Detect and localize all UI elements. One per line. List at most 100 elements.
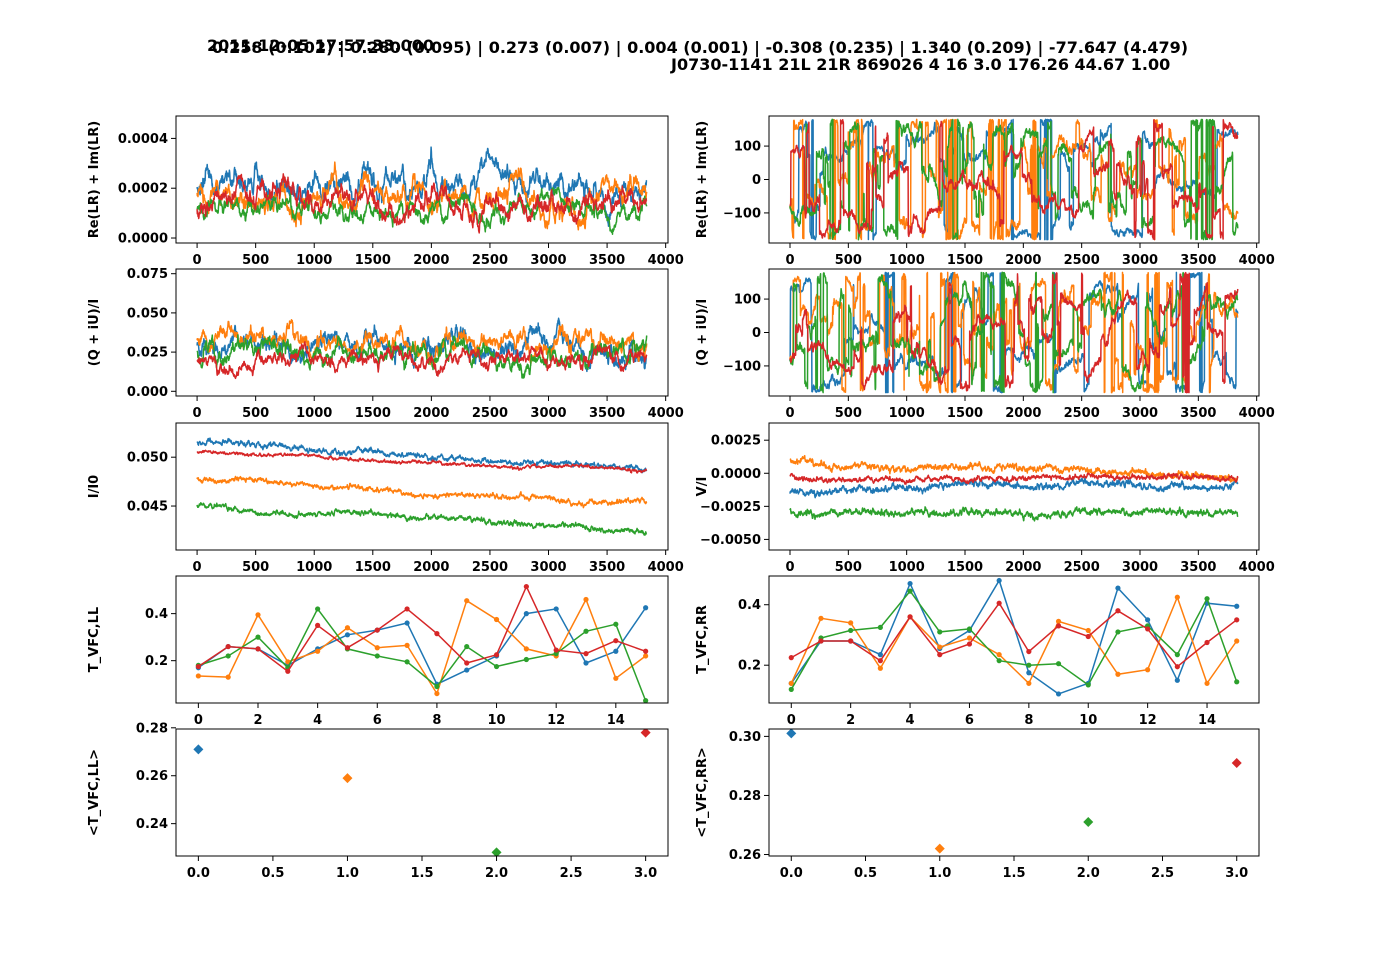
qu-phase-xtick-label: 0 (785, 406, 794, 421)
stokes-v-ytick-label: 0.0000 (711, 467, 761, 482)
stokes-v-xtick-label: 1500 (947, 560, 983, 575)
tvfc-ll-point (523, 583, 529, 590)
tvfc-ll-point (404, 606, 410, 612)
stokes-i-ytick-label: 0.050 (127, 451, 168, 466)
tvfc-ll-point (553, 647, 559, 653)
tvfc-rr-xtick-label: 4 (906, 713, 915, 728)
qu-phase-xtick-label: 1500 (947, 406, 983, 421)
lr-phase-panel: 0 500 1000 1500 2000 2500 3000 3500 4000 −100 0 100… (695, 115, 1275, 268)
stokes-i-xtick-label: 3000 (530, 560, 566, 575)
tvfc-rr-point (937, 644, 943, 650)
tvfc-ll-point (434, 690, 440, 697)
tvfc-rr-point (1174, 677, 1180, 683)
tvfc-ll-xtick-label: 14 (607, 713, 625, 728)
tvfc-rr-plot-area (788, 577, 1240, 697)
qu-amplitude-series-3 (196, 341, 648, 380)
tvfc-rr-point (1234, 603, 1240, 609)
mean-tvfc-rr-xtick-label: 3.0 (1225, 866, 1248, 881)
lr-phase-ytick-label: 0 (752, 173, 761, 188)
tvfc-rr-series-0 (790, 578, 1237, 695)
tvfc-ll-panel: 0 2 4 6 8 10 12 14 0.2 0.4 T_VFC,LL (87, 575, 669, 728)
tvfc-ll-series-1 (198, 597, 647, 696)
tvfc-ll-point (434, 631, 440, 637)
tvfc-rr-point (848, 638, 854, 644)
tvfc-ll-xtick-label: 2 (253, 713, 262, 728)
tvfc-ll-point (285, 668, 291, 674)
stokes-v-xtick-label: 3000 (1122, 560, 1158, 575)
tvfc-ll-point (195, 673, 201, 679)
tvfc-ll-xtick-label: 0 (194, 713, 203, 728)
tvfc-ll-point (374, 645, 380, 651)
lr-phase-xtick-label: 3500 (1180, 253, 1216, 268)
mean-tvfc-ll-xtick-label: 2.0 (485, 866, 508, 881)
tvfc-rr-xtick-label: 6 (965, 713, 974, 728)
mean-tvfc-rr-xtick-label: 0.5 (854, 866, 877, 881)
mean-tvfc-ll-plot-area (193, 729, 651, 856)
tvfc-rr-point (1204, 680, 1210, 686)
tvfc-rr-point (818, 638, 824, 644)
tvfc-ll-point (344, 645, 351, 651)
lr-phase-xtick-label: 3000 (1122, 253, 1158, 268)
lr-amplitude-ylabel: Re(LR) + Im(LR) (87, 121, 102, 239)
stokes-v-series-3 (789, 472, 1239, 485)
stokes-v-series-1 (789, 454, 1239, 483)
qu-amplitude-xtick-label: 4000 (648, 406, 684, 421)
tvfc-rr-point (996, 600, 1002, 606)
tvfc-rr-series-1 (790, 595, 1238, 685)
stokes-i-xtick-label: 0 (193, 560, 202, 575)
tvfc-ll-point (493, 663, 500, 670)
stokes-v-xtick-label: 2500 (1064, 560, 1100, 575)
stokes-v-xtick-label: 4000 (1239, 560, 1275, 575)
qu-phase-ytick-label: 100 (734, 293, 761, 308)
lr-phase-series-2 (789, 118, 1239, 241)
tvfc-rr-xtick-label: 0 (787, 713, 796, 728)
lr-phase-ytick-label: 100 (734, 140, 761, 155)
tvfc-rr-point (937, 652, 943, 658)
tvfc-rr-point (848, 620, 854, 626)
tvfc-ll-xtick-label: 6 (373, 713, 382, 728)
stokes-v-xtick-label: 0 (785, 560, 794, 575)
stokes-v-xtick-label: 3500 (1180, 560, 1216, 575)
mean-tvfc-ll-frame (175, 728, 669, 857)
tvfc-ll-point (285, 659, 291, 665)
tvfc-ll-point (613, 648, 619, 654)
tvfc-ll-point (553, 606, 559, 612)
tvfc-rr-point (1115, 671, 1121, 677)
tvfc-ll-point (613, 638, 619, 644)
mean-tvfc-ll-xtick-label: 0.5 (261, 866, 284, 881)
lr-amplitude-xtick-label: 3500 (589, 253, 625, 268)
qu-amplitude-ytick-label: 0.000 (127, 385, 168, 400)
mean-tvfc-rr-point-1 (934, 843, 945, 854)
lr-amplitude-ytick-label: 0.0004 (118, 132, 168, 147)
stokes-i-xtick-label: 4000 (648, 560, 684, 575)
tvfc-ll-point (225, 674, 231, 680)
qu-amplitude-xtick-label: 1000 (296, 406, 332, 421)
mean-tvfc-ll-xtick-label: 3.0 (634, 866, 657, 881)
qu-phase-plot-area (789, 271, 1239, 394)
stokes-v-xtick-label: 2000 (1005, 560, 1041, 575)
lr-amplitude-ytick-label: 0.0000 (118, 232, 168, 247)
tvfc-rr-point (966, 626, 973, 632)
mean-tvfc-ll-point-1 (342, 773, 353, 784)
tvfc-rr-panel: 0 2 4 6 8 10 12 14 0.2 0.4 T_VFC,RR (695, 575, 1260, 728)
tvfc-ll-point (464, 643, 470, 650)
mean-tvfc-rr-panel: 0.0 0.5 1.0 1.5 2.0 2.5 3.0 0.26 0.28 0.30 <T_VFC,… (695, 728, 1260, 881)
tvfc-ll-point (374, 653, 380, 659)
mean-tvfc-ll-point-2 (491, 847, 502, 856)
tvfc-rr-point (1115, 608, 1121, 614)
stokes-i-xtick-label: 1500 (355, 560, 391, 575)
mean-tvfc-ll-ytick-label: 0.28 (136, 721, 168, 736)
stokes-i-panel: 0 500 1000 1500 2000 2500 3000 3500 4000 0.045 0.0… (87, 422, 684, 575)
tvfc-ll-xtick-label: 4 (313, 713, 322, 728)
lr-phase-ytick-label: −100 (723, 206, 761, 221)
tvfc-rr-point (818, 615, 824, 621)
stats-summary-label: 0.258 (0.102) | 0.280 (0.095) | 0.273 (0… (211, 38, 1189, 57)
mean-tvfc-ll-xtick-label: 2.5 (560, 866, 583, 881)
lr-phase-xtick-label: 500 (835, 253, 862, 268)
tvfc-rr-series-2 (790, 589, 1238, 690)
stokes-v-ytick-label: 0.0025 (711, 434, 761, 449)
tvfc-rr-point (1204, 639, 1210, 646)
tvfc-ll-point (434, 683, 440, 690)
lr-amplitude-xtick-label: 4000 (648, 253, 684, 268)
lr-amplitude-xtick-label: 1000 (296, 253, 332, 268)
